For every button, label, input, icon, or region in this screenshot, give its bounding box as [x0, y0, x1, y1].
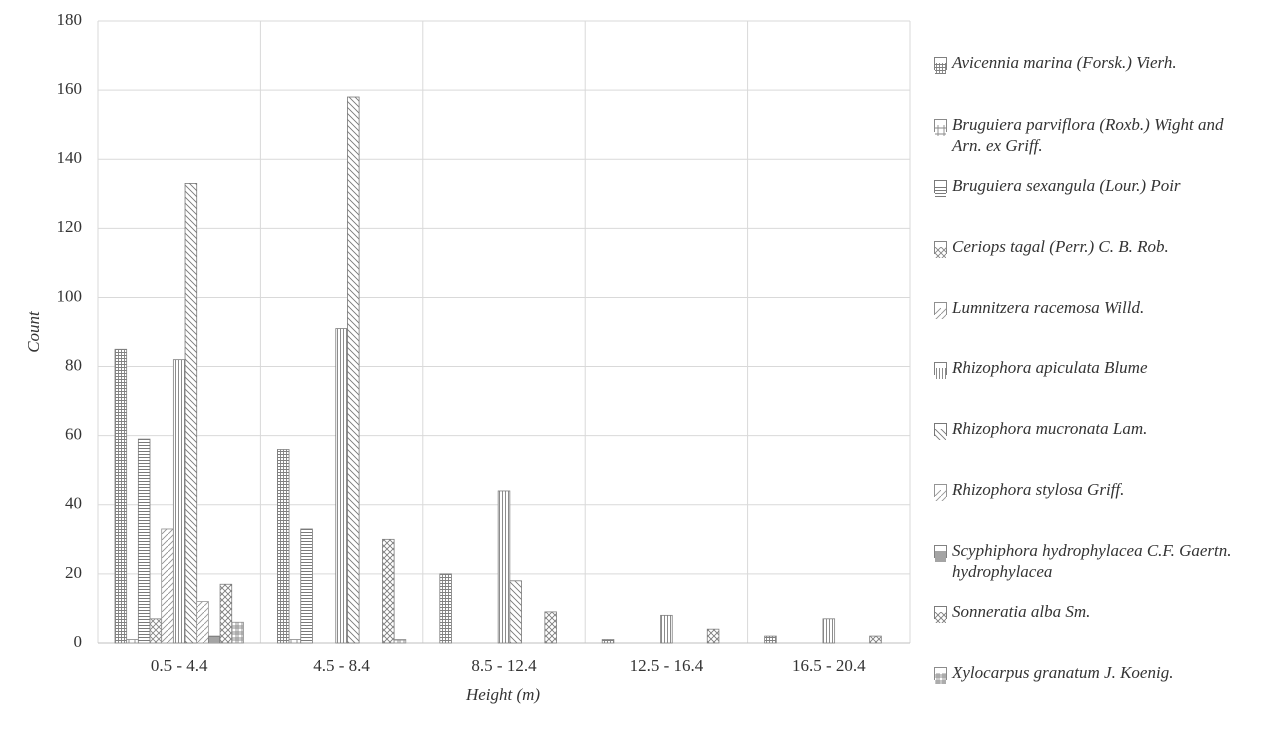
y-tick-label: 40	[65, 494, 82, 513]
bar	[149, 618, 163, 644]
y-tick-label: 100	[57, 286, 83, 305]
x-axis-label: Height (m)	[465, 685, 540, 704]
bar	[601, 639, 615, 644]
legend-label: Rhizophora stylosa Griff.	[952, 480, 1125, 499]
bar	[439, 573, 452, 644]
legend-entry: Lumnitzera racemosa Willd.	[934, 297, 1254, 319]
legend-label: Bruguiera parviflora (Roxb.) Wight and A…	[952, 115, 1224, 155]
x-tick-label: 8.5 - 12.4	[471, 656, 537, 675]
legend-label: Sonneratia alba Sm.	[952, 602, 1091, 621]
y-tick-label: 20	[65, 563, 82, 582]
legend-entry: Rhizophora apiculata Blume	[934, 357, 1254, 379]
legend-label: Bruguiera sexangula (Lour.) Poir	[952, 176, 1181, 195]
bar	[207, 635, 221, 644]
legend-swatch	[934, 119, 947, 136]
legend-entry: Avicennia marina (Forsk.) Vierh.	[934, 52, 1254, 74]
bar	[347, 96, 360, 644]
bar	[382, 538, 395, 644]
legend-label: Scyphiphora hydrophylacea C.F. Gaertn. h…	[952, 541, 1232, 581]
legend-swatch	[934, 302, 947, 319]
bar	[137, 438, 151, 644]
bar	[196, 601, 209, 644]
legend-entry: Xylocarpus granatum J. Koenig.	[934, 662, 1254, 684]
bar	[335, 328, 348, 644]
legend-swatch	[934, 362, 947, 379]
legend-label: Xylocarpus granatum J. Koenig.	[952, 663, 1174, 682]
legend-entry: Rhizophora mucronata Lam.	[934, 418, 1254, 440]
x-tick-label: 12.5 - 16.4	[630, 656, 704, 675]
legend-swatch	[934, 180, 947, 197]
bar	[288, 639, 302, 644]
bar	[869, 635, 882, 644]
x-tick-label: 4.5 - 8.4	[313, 656, 370, 675]
legend-entry: Ceriops tagal (Perr.) C. B. Rob.	[934, 236, 1254, 258]
bar	[393, 639, 407, 644]
bar	[764, 635, 777, 644]
legend-swatch	[934, 545, 947, 562]
y-axis-label: Count	[24, 310, 43, 353]
legend-swatch	[934, 423, 947, 440]
bar	[544, 611, 557, 644]
y-tick-label: 80	[65, 355, 82, 374]
bar	[660, 614, 673, 644]
chart: Height (m) Count 0 20 40 60 80 100 120 140 160 18…	[24, 10, 911, 704]
y-tick-label: 60	[65, 425, 82, 444]
bar	[184, 183, 198, 644]
legend-label: Rhizophora mucronata Lam.	[952, 419, 1148, 438]
legend-label: Rhizophora apiculata Blume	[952, 358, 1148, 377]
y-tick-label: 180	[57, 10, 83, 29]
bar	[822, 618, 836, 644]
y-tick-label: 120	[57, 217, 83, 236]
legend-entry: Scyphiphora hydrophylacea C.F. Gaertn. h…	[934, 540, 1254, 582]
y-tick-label: 160	[57, 79, 83, 98]
bar	[497, 490, 511, 644]
legend-swatch	[934, 484, 947, 501]
bar	[300, 528, 313, 644]
x-tick-label: 0.5 - 4.4	[151, 656, 208, 675]
bar	[161, 528, 174, 644]
bar	[126, 639, 139, 644]
legend-entry: Rhizophora stylosa Griff.	[934, 479, 1254, 501]
legend-swatch	[934, 57, 947, 74]
legend-label: Ceriops tagal (Perr.) C. B. Rob.	[952, 237, 1169, 256]
y-tick-label: 140	[57, 148, 83, 167]
legend-swatch	[934, 667, 947, 684]
bar	[276, 449, 290, 644]
bar	[114, 348, 128, 644]
legend-label: Lumnitzera racemosa Willd.	[952, 298, 1145, 317]
legend-swatch	[934, 241, 947, 258]
legend-label: Avicennia marina (Forsk.) Vierh.	[952, 53, 1177, 72]
legend-entry: Sonneratia alba Sm.	[934, 601, 1254, 623]
bar	[219, 583, 233, 644]
x-tick-label: 16.5 - 20.4	[792, 656, 866, 675]
bar	[509, 580, 522, 644]
legend-entry: Bruguiera parviflora (Roxb.) Wight and A…	[934, 114, 1254, 156]
legend-entry: Bruguiera sexangula (Lour.) Poir	[934, 175, 1254, 197]
bar	[706, 628, 720, 644]
y-tick-label: 0	[74, 632, 83, 651]
bar	[231, 621, 244, 644]
legend-swatch	[934, 606, 947, 623]
bar	[172, 359, 186, 644]
